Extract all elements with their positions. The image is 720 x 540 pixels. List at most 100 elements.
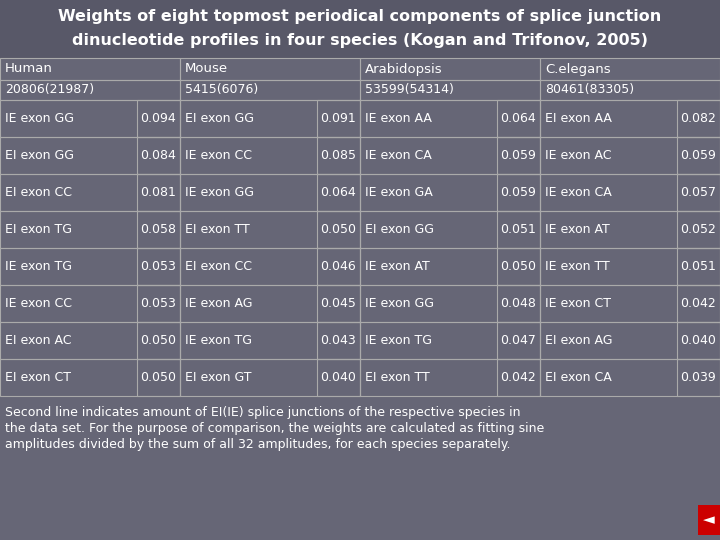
Text: EI exon TT: EI exon TT xyxy=(365,371,430,384)
Text: EI exon GG: EI exon GG xyxy=(185,112,254,125)
Text: EI exon AG: EI exon AG xyxy=(545,334,613,347)
Text: 0.051: 0.051 xyxy=(680,260,716,273)
Bar xyxy=(360,100,540,137)
Text: 0.084: 0.084 xyxy=(140,149,176,162)
Text: 0.040: 0.040 xyxy=(680,334,716,347)
Bar xyxy=(0,0,720,58)
Bar xyxy=(360,137,540,174)
Text: 0.064: 0.064 xyxy=(320,186,356,199)
Bar xyxy=(677,137,720,174)
Bar xyxy=(0,285,180,322)
Bar xyxy=(137,322,180,359)
Text: IE exon GG: IE exon GG xyxy=(185,186,254,199)
Text: IE exon AT: IE exon AT xyxy=(545,223,610,236)
Text: IE exon TT: IE exon TT xyxy=(545,260,610,273)
Text: dinucleotide profiles in four species (Kogan and Trifonov, 2005): dinucleotide profiles in four species (K… xyxy=(72,33,648,48)
Text: 0.050: 0.050 xyxy=(140,334,176,347)
Bar xyxy=(540,248,720,285)
Text: IE exon AT: IE exon AT xyxy=(365,260,430,273)
Bar xyxy=(360,322,540,359)
Text: IE exon CC: IE exon CC xyxy=(185,149,252,162)
Bar xyxy=(497,100,540,137)
Bar xyxy=(137,285,180,322)
Text: IE exon AA: IE exon AA xyxy=(365,112,432,125)
Bar xyxy=(677,322,720,359)
Bar xyxy=(677,248,720,285)
Text: EI exon CC: EI exon CC xyxy=(5,186,72,199)
Bar xyxy=(540,322,720,359)
Text: IE exon CT: IE exon CT xyxy=(545,297,611,310)
Bar xyxy=(317,359,360,396)
Bar xyxy=(317,211,360,248)
Bar xyxy=(497,285,540,322)
Text: 0.050: 0.050 xyxy=(140,371,176,384)
Text: IE exon AG: IE exon AG xyxy=(185,297,253,310)
Bar xyxy=(497,211,540,248)
Text: EI exon CA: EI exon CA xyxy=(545,371,612,384)
Bar xyxy=(180,359,360,396)
Bar xyxy=(0,322,180,359)
Bar xyxy=(0,211,180,248)
Bar xyxy=(698,505,720,535)
Bar xyxy=(180,322,360,359)
Text: 0.064: 0.064 xyxy=(500,112,536,125)
Text: 0.094: 0.094 xyxy=(140,112,176,125)
Bar xyxy=(317,248,360,285)
Text: IE exon TG: IE exon TG xyxy=(5,260,72,273)
Text: Weights of eight topmost periodical components of splice junction: Weights of eight topmost periodical comp… xyxy=(58,9,662,24)
Bar xyxy=(360,211,540,248)
Bar xyxy=(0,174,180,211)
Text: IE exon GA: IE exon GA xyxy=(365,186,433,199)
Bar xyxy=(0,137,180,174)
Bar xyxy=(0,359,180,396)
Text: IE exon TG: IE exon TG xyxy=(365,334,432,347)
Text: IE exon CA: IE exon CA xyxy=(365,149,432,162)
Text: 0.050: 0.050 xyxy=(500,260,536,273)
Bar xyxy=(540,285,720,322)
Text: EI exon TG: EI exon TG xyxy=(5,223,72,236)
Text: 0.051: 0.051 xyxy=(500,223,536,236)
Text: Human: Human xyxy=(5,63,53,76)
Text: 0.053: 0.053 xyxy=(140,260,176,273)
Text: EI exon GT: EI exon GT xyxy=(185,371,251,384)
Bar xyxy=(677,174,720,211)
Bar xyxy=(180,248,360,285)
Text: 5415(6076): 5415(6076) xyxy=(185,84,258,97)
Text: 0.048: 0.048 xyxy=(500,297,536,310)
Text: C.elegans: C.elegans xyxy=(545,63,611,76)
Bar xyxy=(540,174,720,211)
Bar xyxy=(137,137,180,174)
Bar xyxy=(497,137,540,174)
Bar xyxy=(540,137,720,174)
Bar xyxy=(317,174,360,211)
Text: EI exon AA: EI exon AA xyxy=(545,112,612,125)
Bar xyxy=(677,285,720,322)
Text: 20806(21987): 20806(21987) xyxy=(5,84,94,97)
Bar xyxy=(317,100,360,137)
Text: EI exon CC: EI exon CC xyxy=(185,260,252,273)
Bar xyxy=(360,248,540,285)
Bar xyxy=(360,58,540,80)
Bar xyxy=(317,322,360,359)
Bar xyxy=(137,248,180,285)
Text: 0.040: 0.040 xyxy=(320,371,356,384)
Text: 0.082: 0.082 xyxy=(680,112,716,125)
Text: Second line indicates amount of EI(IE) splice junctions of the respective specie: Second line indicates amount of EI(IE) s… xyxy=(5,406,521,419)
Bar xyxy=(497,248,540,285)
Bar xyxy=(0,58,180,80)
Text: 0.091: 0.091 xyxy=(320,112,356,125)
Bar xyxy=(180,137,360,174)
Bar xyxy=(540,80,720,100)
Text: 53599(54314): 53599(54314) xyxy=(365,84,454,97)
Text: 0.042: 0.042 xyxy=(500,371,536,384)
Text: 0.081: 0.081 xyxy=(140,186,176,199)
Text: EI exon AC: EI exon AC xyxy=(5,334,71,347)
Bar xyxy=(497,322,540,359)
Bar xyxy=(180,211,360,248)
Bar xyxy=(180,174,360,211)
Bar xyxy=(677,100,720,137)
Bar xyxy=(497,174,540,211)
Bar xyxy=(180,100,360,137)
Text: 0.045: 0.045 xyxy=(320,297,356,310)
Bar xyxy=(360,174,540,211)
